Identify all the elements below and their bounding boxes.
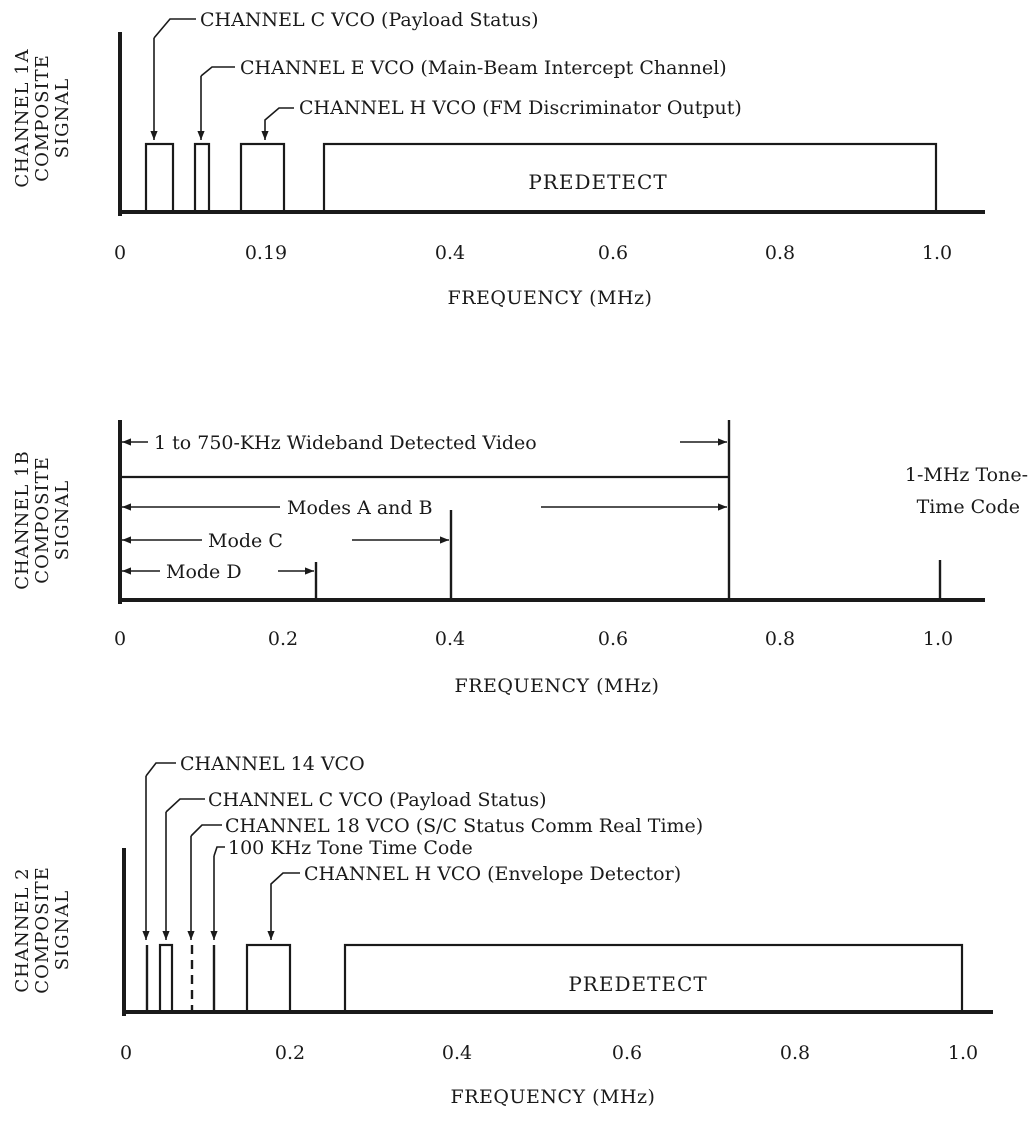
leader-channel-18 <box>190 824 222 837</box>
channel-h-vco-band <box>239 142 286 214</box>
label-tone-time-code: 100 KHz Tone Time Code <box>228 837 473 859</box>
tick-label: 1.0 <box>923 628 953 650</box>
label-channel-18-vco: CHANNEL 18 VCO (S/C Status Comm Real Tim… <box>225 815 703 837</box>
tick-label: 0.4 <box>442 1042 472 1064</box>
leader-channel-e <box>200 66 235 77</box>
ylabel-line-2: COMPOSITE <box>32 456 53 583</box>
tick-label: 0.6 <box>612 1042 642 1064</box>
predetect-band <box>322 142 938 214</box>
panel-channel-1b: CHANNEL 1B COMPOSITE SIGNAL 1 to 750-KHz… <box>12 420 1028 697</box>
ylabel-line-1: CHANNEL 2 <box>12 867 33 992</box>
tick-label: 1.0 <box>948 1042 978 1064</box>
label-tone-line-2: Time Code <box>917 496 1020 518</box>
ylabel-line-2: COMPOSITE <box>32 866 53 993</box>
ylabel-line-3: SIGNAL <box>52 78 73 159</box>
tick-label: 0 <box>120 1042 132 1064</box>
arrow-channel-h <box>267 872 300 940</box>
x-axis-title: FREQUENCY (MHz) <box>448 287 653 309</box>
ylabel-line-1: CHANNEL 1B <box>12 450 33 589</box>
leader-tone-100khz <box>213 846 225 857</box>
tick-label: 0.8 <box>765 242 795 264</box>
tick-label: 0.2 <box>268 628 298 650</box>
label-channel-h-vco: CHANNEL H VCO (Envelope Detector) <box>304 863 681 885</box>
channel-e-vco-band <box>193 142 211 214</box>
label-mode-c: Mode C <box>208 530 283 552</box>
ylabel-line-2: COMPOSITE <box>32 54 53 181</box>
x-axis-title: FREQUENCY (MHz) <box>455 675 660 697</box>
channel-h-vco-band <box>245 943 292 1014</box>
predetect-label: PREDETECT <box>568 972 707 996</box>
tick-label: 0.19 <box>245 242 287 264</box>
tick-label: 1.0 <box>922 242 952 264</box>
leader-channel-c <box>153 18 196 39</box>
x-axis-title: FREQUENCY (MHz) <box>451 1086 656 1108</box>
label-tone-line-1: 1-MHz Tone- <box>905 464 1028 486</box>
tick-label: 0.8 <box>765 628 795 650</box>
tick-label: 0 <box>114 628 126 650</box>
label-channel-14-vco: CHANNEL 14 VCO <box>180 753 365 775</box>
channel-c-vco-band <box>144 142 175 214</box>
arrow-channel-h <box>261 107 294 140</box>
predetect-label: PREDETECT <box>528 170 667 194</box>
tick-label: 0.4 <box>435 242 465 264</box>
channel-c-vco-band <box>158 943 174 1014</box>
label-channel-e-vco: CHANNEL E VCO (Main-Beam Intercept Chann… <box>240 57 727 79</box>
ylabel-line-1: CHANNEL 1A <box>12 48 33 187</box>
label-modes-a-and-b: Modes A and B <box>287 497 433 519</box>
label-channel-c-vco: CHANNEL C VCO (Payload Status) <box>208 789 547 811</box>
tick-label: 0.6 <box>598 242 628 264</box>
tick-label: 0.6 <box>598 628 628 650</box>
panel-channel-1a: CHANNEL 1A COMPOSITE SIGNAL PREDETECT CH… <box>12 9 985 309</box>
tick-label: 0.2 <box>275 1042 305 1064</box>
ylabel-line-3: SIGNAL <box>52 480 73 561</box>
ylabel-line-3: SIGNAL <box>52 890 73 971</box>
panel-channel-2: CHANNEL 2 COMPOSITE SIGNAL PREDETECT CHA… <box>12 753 993 1108</box>
tick-label: 0 <box>114 242 126 264</box>
leader-channel-14 <box>145 762 176 777</box>
tick-label: 0.8 <box>780 1042 810 1064</box>
predetect-band <box>343 943 964 1014</box>
label-channel-c-vco: CHANNEL C VCO (Payload Status) <box>200 9 539 31</box>
leader-channel-c <box>165 798 205 813</box>
label-channel-h-vco: CHANNEL H VCO (FM Discriminator Output) <box>299 97 742 119</box>
label-wideband-video: 1 to 750-KHz Wideband Detected Video <box>154 432 537 454</box>
label-mode-d: Mode D <box>166 561 242 583</box>
tick-label: 0.4 <box>435 628 465 650</box>
